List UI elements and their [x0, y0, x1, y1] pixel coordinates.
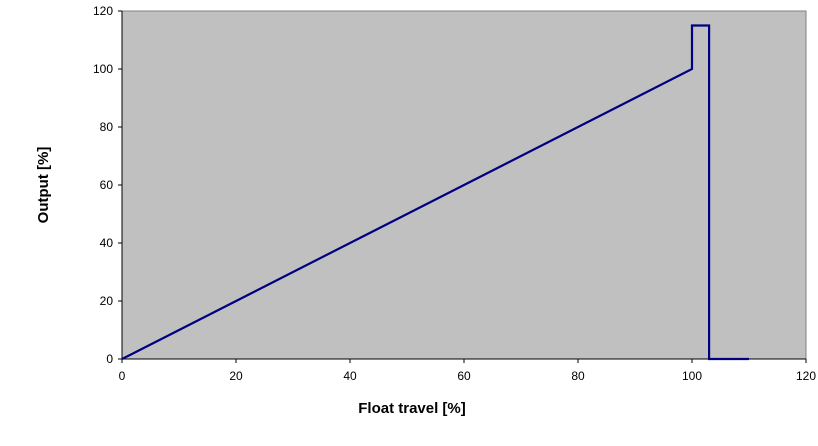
- y-tick-label: 100: [93, 62, 113, 76]
- x-tick-label: 100: [682, 369, 702, 383]
- y-tick-label: 0: [106, 352, 113, 366]
- y-tick-label: 20: [100, 294, 114, 308]
- x-tick-label: 0: [119, 369, 126, 383]
- y-tick-label: 40: [100, 236, 114, 250]
- x-tick-label: 60: [457, 369, 471, 383]
- y-tick-label: 80: [100, 120, 114, 134]
- x-tick-label: 80: [571, 369, 585, 383]
- x-tick-label: 40: [343, 369, 357, 383]
- y-tick-label: 120: [93, 4, 113, 18]
- x-axis-title: Float travel [%]: [358, 400, 466, 417]
- y-tick-label: 60: [100, 178, 114, 192]
- x-tick-label: 120: [796, 369, 816, 383]
- series-line: [121, 24, 749, 361]
- y-axis-title: Output [%]: [35, 147, 52, 224]
- x-tick-label: 20: [229, 369, 243, 383]
- axis-ticks: 0 20 40 60 80 100 120 0 20 40 60 80 100 120: [93, 4, 816, 383]
